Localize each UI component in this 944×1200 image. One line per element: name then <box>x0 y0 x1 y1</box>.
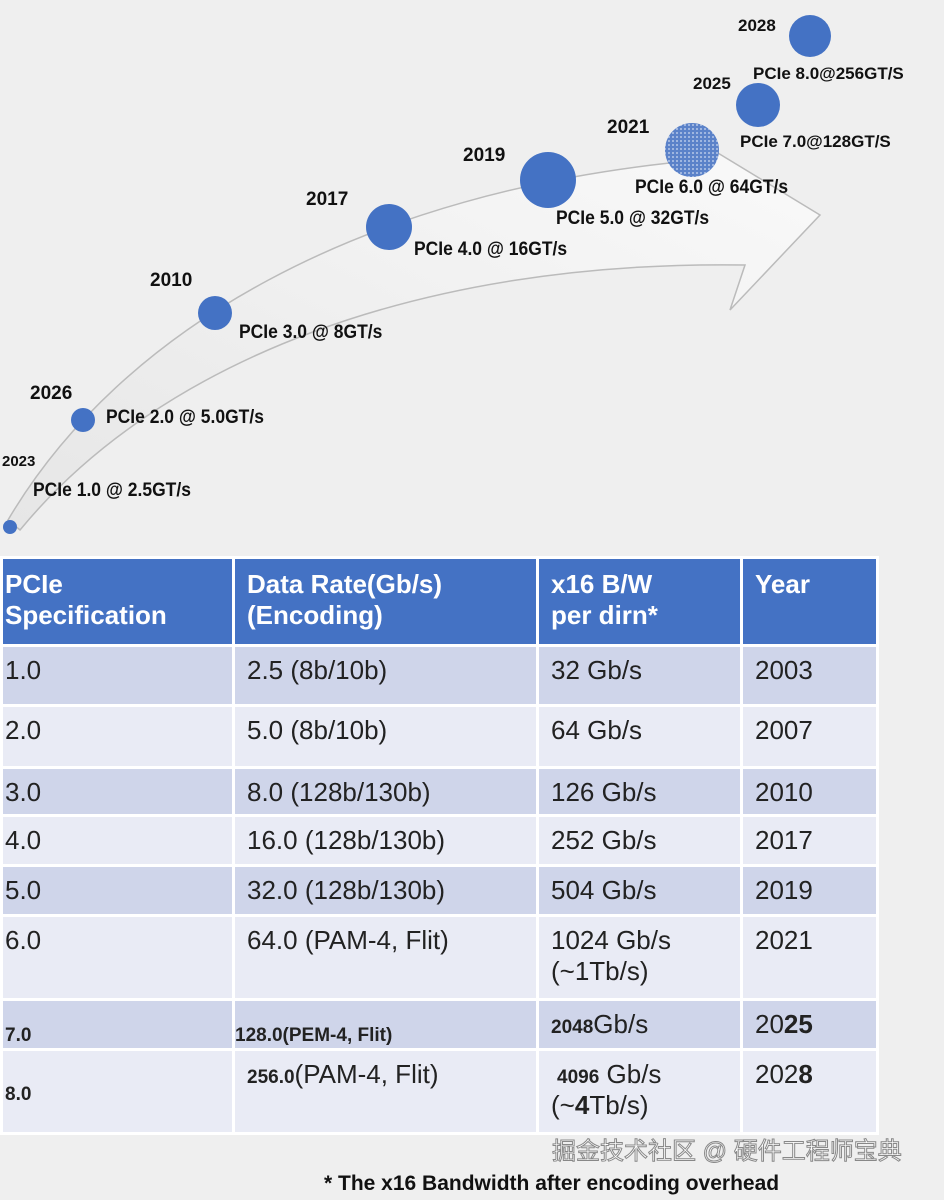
cell: 2.5 (8b/10b) <box>232 644 539 707</box>
header-cell: x16 B/W per dirn* <box>536 556 743 647</box>
cell: 2010 <box>740 766 879 817</box>
table-row: 5.0 32.0 (128b/130b) 504 Gb/s 2019 <box>0 864 879 917</box>
cell: 2007 <box>740 704 879 769</box>
table-row: 8.0 256.0(PAM-4, Flit) 4096 Gb/s (~4Tb/s)… <box>0 1048 879 1135</box>
year-label: 2021 <box>607 117 650 138</box>
table-row: 6.0 64.0 (PAM-4, Flit) 1024 Gb/s (~1Tb/s) 20… <box>0 914 879 1001</box>
cell: 126 Gb/s <box>536 766 743 817</box>
cell: 2025 <box>740 998 879 1051</box>
cell: 16.0 (128b/130b) <box>232 814 539 867</box>
cell: 6.0 <box>0 914 235 1001</box>
watermark: 掘金技术社区 @ 硬件工程师宝典 <box>552 1138 903 1166</box>
cell: 32 Gb/s <box>536 644 743 707</box>
pcie-spec-table: PCIe Specification Data Rate(Gb/s) (Encodi… <box>0 556 879 1135</box>
cell: 2048Gb/s <box>536 998 743 1051</box>
arrow-shape <box>7 129 822 532</box>
spec-label: PCIe 5.0 @ 32GT/s <box>556 208 710 229</box>
milestone-dot <box>366 204 412 250</box>
cell: 504 Gb/s <box>536 864 743 917</box>
milestone-dot <box>736 83 780 127</box>
cell: 64 Gb/s <box>536 704 743 769</box>
cell: 7.0 <box>0 998 235 1051</box>
milestone-dot <box>71 408 95 432</box>
spec-label: PCIe 2.0 @ 5.0GT/s <box>106 407 264 428</box>
year-label: 2025 <box>693 74 731 93</box>
cell: 256.0(PAM-4, Flit) <box>232 1048 539 1135</box>
spec-label: PCIe 1.0 @ 2.5GT/s <box>33 480 191 501</box>
cell: 64.0 (PAM-4, Flit) <box>232 914 539 1001</box>
year-label: 2017 <box>306 189 349 210</box>
cell: 3.0 <box>0 766 235 817</box>
cell: 2028 <box>740 1048 879 1135</box>
cell: 128.0(PEM-4, Flit) <box>232 998 539 1051</box>
year-label: 2026 <box>30 383 73 404</box>
cell: 2019 <box>740 864 879 917</box>
cell: 4096 Gb/s (~4Tb/s) <box>536 1048 743 1135</box>
cell: 2017 <box>740 814 879 867</box>
cell: 1.0 <box>0 644 235 707</box>
spec-label: PCIe 4.0 @ 16GT/s <box>414 239 568 260</box>
cell: 5.0 <box>0 864 235 917</box>
pcie-roadmap-arrow <box>3 15 831 534</box>
milestone-dot <box>198 296 232 330</box>
table-row: 4.0 16.0 (128b/130b) 252 Gb/s 2017 <box>0 814 879 867</box>
cell: 1024 Gb/s (~1Tb/s) <box>536 914 743 1001</box>
table-row: 7.0 128.0(PEM-4, Flit) 2048Gb/s 2025 <box>0 998 879 1051</box>
spec-label: PCIe 3.0 @ 8GT/s <box>239 322 383 343</box>
cell: 2003 <box>740 644 879 707</box>
cell: 2.0 <box>0 704 235 769</box>
milestone-dot <box>665 123 719 177</box>
spec-label: PCIe 6.0 @ 64GT/s <box>635 177 789 198</box>
cell: 4.0 <box>0 814 235 867</box>
spec-label: PCIe 8.0@256GT/S <box>753 64 904 83</box>
milestone-dot <box>520 152 576 208</box>
year-label: 2019 <box>463 145 506 166</box>
cell: 8.0 <box>0 1048 235 1135</box>
cell: 32.0 (128b/130b) <box>232 864 539 917</box>
footnote: * The x16 Bandwidth after encoding overh… <box>324 1172 780 1195</box>
year-label: 2028 <box>738 16 776 35</box>
cell: 252 Gb/s <box>536 814 743 867</box>
table-row: 1.0 2.5 (8b/10b) 32 Gb/s 2003 <box>0 644 879 707</box>
year-label: 2010 <box>150 270 193 291</box>
header-cell: PCIe Specification <box>0 556 235 647</box>
milestone-dot <box>789 15 831 57</box>
table-row: 3.0 8.0 (128b/130b) 126 Gb/s 2010 <box>0 766 879 817</box>
table-row: 2.0 5.0 (8b/10b) 64 Gb/s 2007 <box>0 704 879 769</box>
header-cell: Year <box>740 556 879 647</box>
cell: 2021 <box>740 914 879 1001</box>
milestone-dot <box>3 520 17 534</box>
year-label: 2023 <box>2 453 36 470</box>
table-header: PCIe Specification Data Rate(Gb/s) (Encodi… <box>0 556 879 647</box>
header-cell: Data Rate(Gb/s) (Encoding) <box>232 556 539 647</box>
cell: 8.0 (128b/130b) <box>232 766 539 817</box>
spec-label: PCIe 7.0@128GT/S <box>740 132 891 151</box>
cell: 5.0 (8b/10b) <box>232 704 539 769</box>
